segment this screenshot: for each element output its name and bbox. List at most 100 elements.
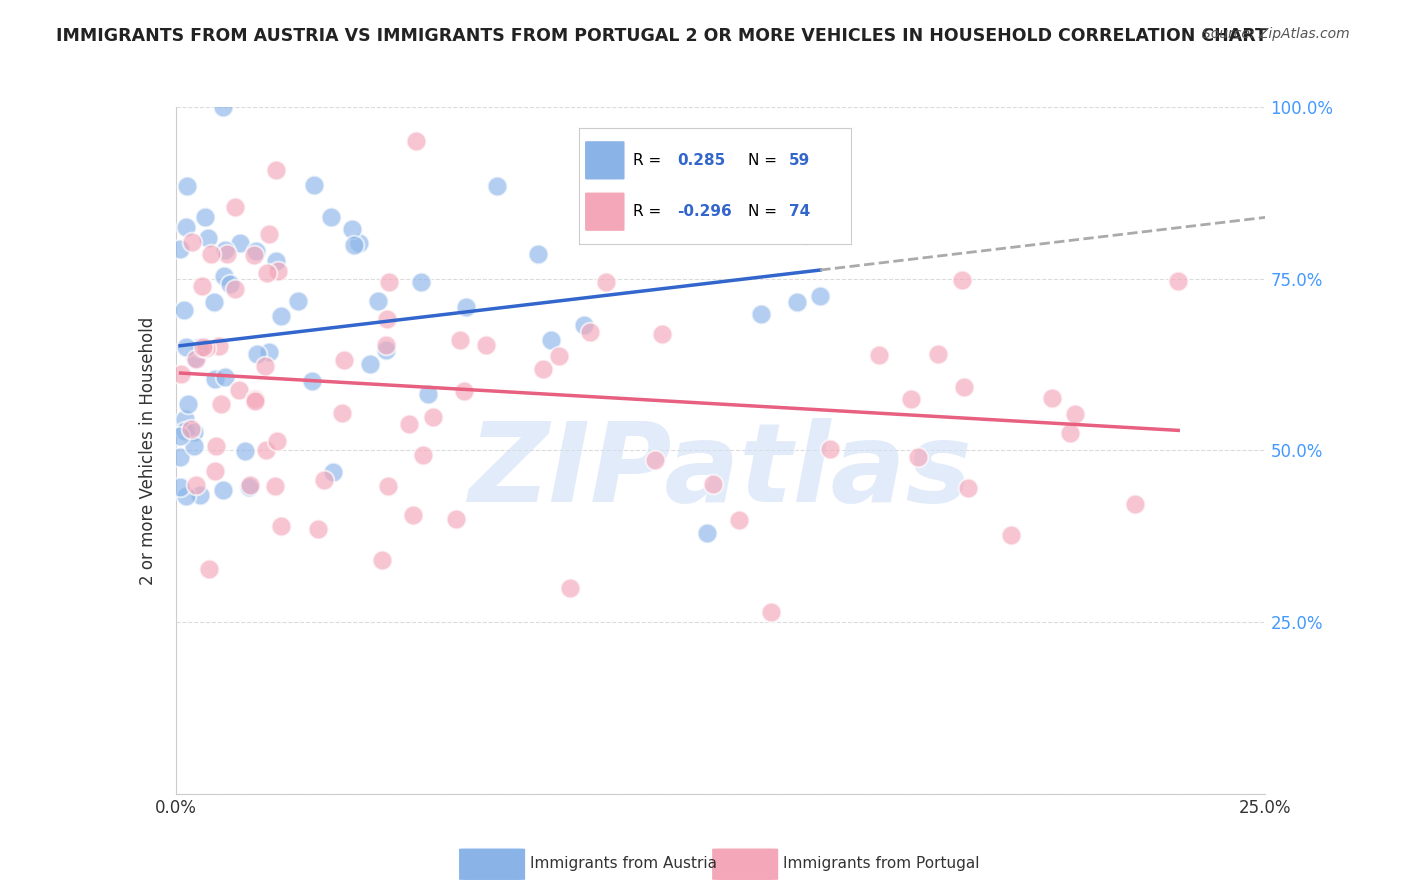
Point: [786, 294, 808, 309]
Point: [728, 513, 751, 527]
Point: [907, 450, 929, 464]
Point: [253, 359, 276, 374]
Point: [200, 247, 222, 261]
Point: [184, 351, 207, 366]
Point: [266, 434, 288, 449]
Point: [254, 442, 277, 457]
Point: [367, 293, 389, 308]
Text: Source: ZipAtlas.com: Source: ZipAtlas.com: [1202, 27, 1350, 41]
Point: [173, 424, 195, 438]
Point: [818, 442, 841, 456]
Point: [304, 178, 326, 192]
Point: [197, 230, 219, 244]
Point: [405, 134, 427, 148]
Point: [314, 473, 336, 487]
Point: [333, 352, 356, 367]
Point: [245, 244, 267, 258]
Point: [217, 247, 239, 261]
Point: [444, 512, 467, 526]
Point: [1123, 497, 1146, 511]
Point: [1063, 407, 1085, 421]
Point: [696, 525, 718, 540]
Point: [214, 243, 236, 257]
Point: [375, 337, 398, 351]
Point: [194, 210, 217, 224]
Point: [533, 362, 555, 376]
Point: [595, 275, 617, 289]
Point: [169, 242, 191, 256]
Point: [800, 132, 823, 146]
Point: [183, 351, 205, 365]
Point: [411, 275, 433, 289]
Point: [1040, 391, 1063, 405]
Point: [474, 338, 496, 352]
Point: [233, 443, 256, 458]
Point: [1059, 426, 1081, 441]
Point: [453, 384, 475, 398]
Point: [375, 343, 398, 357]
Point: [378, 275, 401, 289]
Point: [173, 303, 195, 318]
Point: [558, 582, 581, 596]
Point: [287, 294, 309, 309]
Point: [183, 439, 205, 453]
Point: [449, 333, 471, 347]
Point: [243, 248, 266, 262]
Point: [527, 247, 550, 261]
Point: [202, 295, 225, 310]
Point: [188, 340, 211, 354]
Point: [794, 228, 817, 243]
Point: [176, 220, 198, 235]
Point: [239, 478, 262, 492]
Point: [176, 179, 198, 194]
Point: [953, 380, 976, 394]
Point: [485, 179, 508, 194]
Point: [257, 345, 280, 359]
Point: [208, 339, 231, 353]
Point: [321, 210, 343, 224]
Point: [243, 392, 266, 406]
Point: [330, 406, 353, 420]
Point: [183, 425, 205, 439]
Point: [169, 480, 191, 494]
Point: [195, 342, 218, 356]
Point: [197, 562, 219, 576]
Point: [238, 480, 260, 494]
Point: [173, 412, 195, 426]
Point: [749, 307, 772, 321]
Point: [808, 288, 831, 302]
Point: [204, 464, 226, 478]
Point: [402, 508, 425, 522]
Point: [422, 410, 444, 425]
Point: [548, 349, 571, 363]
Point: [214, 370, 236, 384]
Point: [212, 483, 235, 498]
Point: [307, 522, 329, 536]
Point: [224, 200, 246, 214]
Point: [264, 479, 287, 493]
Point: [224, 282, 246, 296]
Point: [651, 326, 673, 341]
Point: [256, 266, 278, 280]
Point: [174, 489, 197, 503]
Point: [644, 453, 666, 467]
Point: [322, 465, 344, 479]
Point: [211, 100, 233, 114]
Point: [180, 422, 202, 436]
Point: [204, 372, 226, 386]
Point: [377, 478, 399, 492]
Point: [180, 235, 202, 250]
Point: [371, 553, 394, 567]
Point: [229, 235, 252, 250]
Point: [169, 429, 191, 443]
Point: [416, 387, 439, 401]
Point: [301, 374, 323, 388]
Text: ZIPatlas: ZIPatlas: [468, 417, 973, 524]
Text: Immigrants from Austria: Immigrants from Austria: [530, 855, 717, 871]
Point: [398, 417, 420, 432]
Point: [209, 397, 232, 411]
Point: [184, 478, 207, 492]
Point: [267, 264, 290, 278]
Point: [191, 340, 214, 354]
Point: [177, 397, 200, 411]
